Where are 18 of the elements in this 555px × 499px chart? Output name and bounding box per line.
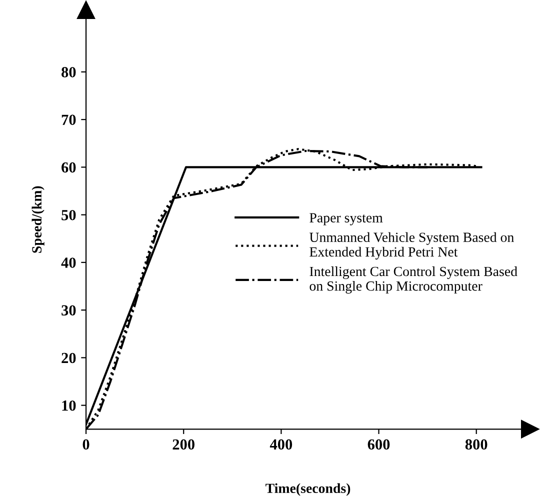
y-tick-label: 60 [62,162,76,173]
y-tick-label: 50 [62,210,76,220]
x-tick-label: 200 [172,439,194,450]
legend-label: Paper system [310,213,383,226]
x-tick-label: 800 [465,439,488,450]
y-tick-label: 30 [62,305,76,316]
x-tick-label: 0 [82,439,90,450]
y-tick-label: 40 [61,258,76,268]
x-tick-label: 600 [368,439,390,450]
y-axis-title: Speed/(km) [32,186,44,253]
y-tick-label: 80 [62,67,76,78]
y-tick-label: 70 [62,114,76,125]
x-axis-title: Time(seconds) [266,483,350,496]
legend-label: Intelligent Car Control System Based on Single Chip Microcomputer [310,266,518,294]
x-tick-label: 400 [270,439,292,450]
y-tick-label: 10 [62,400,76,411]
y-tick-label: 20 [62,352,76,364]
legend-label: Unmanned Vehicle System Based on Extended Hybrid Petri Net [310,232,514,260]
